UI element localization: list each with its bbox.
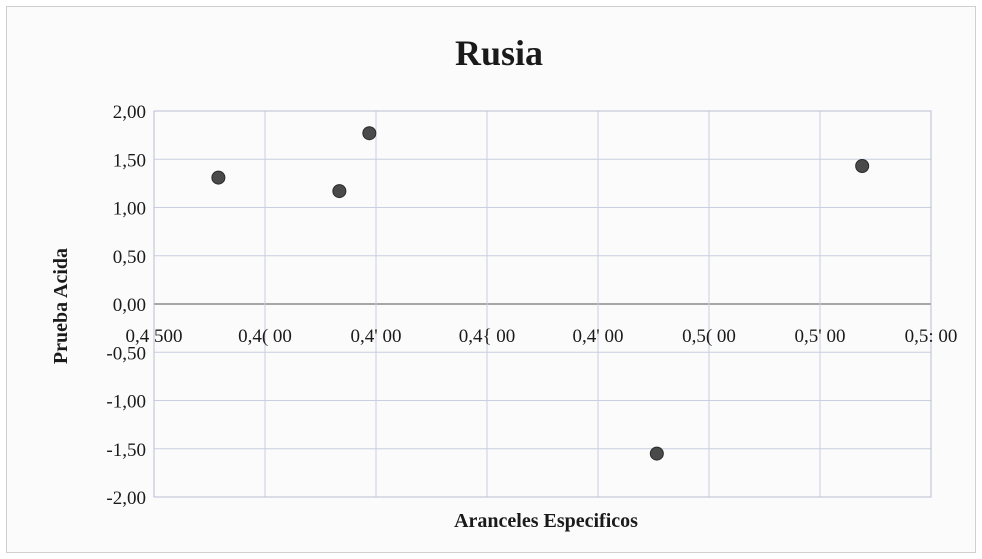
y-tick-label: 0,50 (113, 247, 146, 268)
data-point (362, 126, 377, 141)
x-tick-label: 0,5: 00 (905, 326, 958, 347)
x-tick-label: 0,4' 00 (351, 326, 402, 347)
y-tick-label: 0,00 (113, 295, 146, 316)
chart-title: Rusia (455, 33, 543, 73)
data-point (855, 159, 870, 174)
x-tick-label: 0,4' 00 (573, 326, 624, 347)
x-axis-label: Aranceles Especificos (454, 510, 638, 532)
data-point (211, 170, 226, 185)
data-point (332, 184, 347, 199)
y-axis-ticks: 2,00 1,50 1,00 0,50 0,00 -0,50 -1,00 -1,50 -2,00 (106, 102, 146, 509)
x-tick-label: 0,4 500 (126, 326, 183, 347)
plot-area (153, 110, 932, 498)
y-tick-label: 2,00 (113, 102, 146, 123)
x-tick-label: 0,4( 00 (238, 326, 292, 347)
y-tick-label: 1,50 (113, 150, 146, 171)
data-point (649, 446, 664, 461)
x-tick-label: 0,5' 00 (795, 326, 846, 347)
x-tick-label: 0,5( 00 (682, 326, 736, 347)
scatter-chart: Rusia 2,00 1,50 1,00 0,50 0,00 -0,50 -1,00 -1,5… (50, 33, 958, 532)
x-axis-ticks: 0,4 500 0,4( 00 0,4' 00 0,4{ 00 0,4' 00 0,5( … (126, 326, 958, 347)
y-axis-label: Prueba Acida (50, 248, 72, 364)
data-points (211, 126, 870, 461)
chart-frame: Rusia 2,00 1,50 1,00 0,50 0,00 -0,50 -1,00 -1,5… (6, 6, 976, 553)
y-tick-label: -1,00 (106, 392, 146, 413)
y-tick-label: 1,00 (113, 199, 146, 220)
grid (153, 110, 932, 498)
y-tick-label: -0,50 (106, 343, 146, 364)
x-tick-label: 0,4{ 00 (459, 326, 516, 347)
y-tick-label: -2,00 (106, 488, 146, 509)
y-tick-label: -1,50 (106, 440, 146, 461)
